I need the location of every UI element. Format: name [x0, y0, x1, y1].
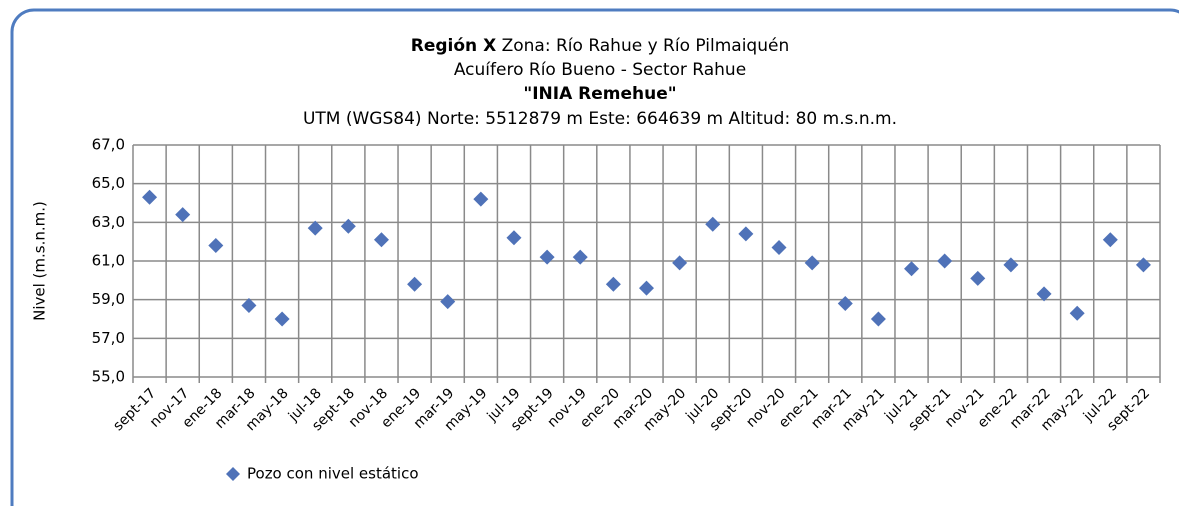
point: [539, 249, 555, 265]
point: [142, 189, 158, 205]
point: [340, 218, 356, 234]
point: [307, 220, 323, 236]
point: [771, 239, 787, 255]
point: [1069, 305, 1085, 321]
point: [904, 261, 920, 277]
point: [440, 294, 456, 310]
point: [937, 253, 953, 269]
point: [274, 311, 290, 327]
title-prefix: Región X: [411, 36, 496, 56]
y-tick-label: 67,0: [92, 136, 125, 154]
chart-title: Región X Zona: Río Rahue y Río Pilmaiqué…: [411, 36, 789, 56]
point: [373, 232, 389, 248]
location: UTM (WGS84) Norte: 5512879 m Este: 66463…: [303, 109, 897, 129]
point: [970, 270, 986, 286]
point: [605, 276, 621, 292]
point: [506, 230, 522, 246]
y-axis-label: Nivel (m.s.n.m.): [31, 201, 49, 321]
y-tick-label: 59,0: [92, 290, 125, 308]
point: [1003, 257, 1019, 273]
point: [705, 216, 721, 232]
point: [241, 297, 257, 313]
point: [175, 207, 191, 223]
title: Zona: Río Rahue y Río Pilmaiquén: [502, 36, 790, 56]
point: [1135, 257, 1151, 273]
point: [639, 280, 654, 296]
y-tick-label: 55,0: [92, 368, 125, 386]
point: [407, 276, 423, 292]
y-tick-label: 63,0: [92, 213, 125, 231]
point: [738, 226, 754, 242]
point: [1036, 286, 1052, 302]
legend-marker: [226, 467, 240, 481]
point: [672, 255, 688, 271]
x-tick-label: sept-17: [110, 385, 159, 434]
point: [1102, 232, 1118, 248]
point: [804, 255, 820, 271]
subtitle: Acuífero Río Bueno - Sector Rahue: [454, 60, 746, 80]
point: [572, 249, 588, 265]
y-tick-label: 61,0: [92, 252, 125, 270]
point: [837, 296, 853, 312]
frame: [10, 8, 1179, 510]
well-name: "INIA Remehue": [523, 84, 676, 104]
point: [208, 238, 224, 254]
y-tick-label: 65,0: [92, 174, 125, 192]
legend-label: Pozo con nivel estático: [247, 465, 419, 483]
point: [473, 191, 489, 207]
y-tick-label: 57,0: [92, 329, 125, 347]
point: [870, 311, 886, 327]
